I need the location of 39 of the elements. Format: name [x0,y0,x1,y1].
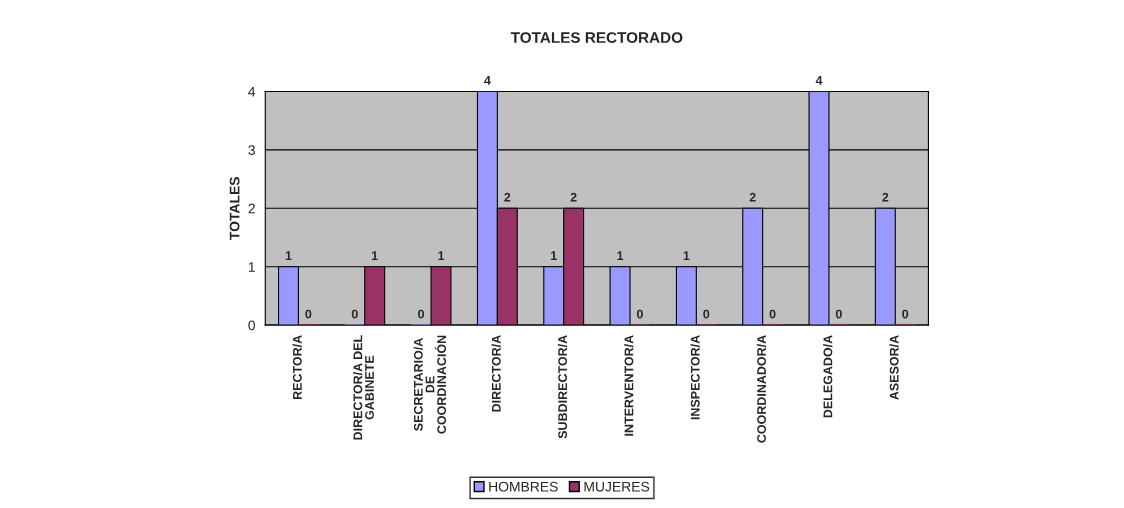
data-label: 1 [438,251,445,260]
data-label: 0 [636,309,643,319]
data-label: 4 [484,76,491,85]
data-label: 0 [418,309,425,319]
x-tick-label: SUBDIRECTOR/A [557,335,568,439]
x-tick-label: ASESOR/A [889,335,899,400]
x-tick-label: DELEGADO/A [823,335,833,418]
data-label: 2 [504,192,511,202]
data-label: 1 [285,251,292,260]
y-tick-label: 0 [248,320,255,331]
legend-label: HOMBRES [489,481,558,492]
legend-label: MUJERES [584,481,650,492]
y-tick-label: 3 [248,145,255,156]
y-tick-label: 2 [248,203,255,214]
data-label: 2 [882,192,889,202]
x-tick-label: RECTOR/A [292,335,302,400]
data-label: 1 [551,251,557,260]
x-tick-label: COORDINADOR/A [756,335,767,443]
data-label: 0 [703,309,710,319]
data-label: 2 [570,192,577,202]
x-tick-label: INTERVENTOR/A [624,335,634,436]
x-tick-label: DIRECTOR/A DEL GABINETE [353,335,374,440]
data-label: 0 [769,309,776,319]
data-label: 0 [351,309,358,319]
x-tick-label: DIRECTOR/A [491,335,501,412]
data-label: 0 [902,309,909,319]
data-label: 1 [683,251,690,260]
data-label: 4 [815,76,823,85]
data-label: 1 [372,251,378,260]
data-label: 0 [305,309,312,319]
y-axis-title: TOTALES [229,177,240,240]
data-label: 0 [835,309,842,319]
data-label: 2 [749,192,756,202]
y-tick-label: 1 [248,262,255,272]
chart-title: TOTALES RECTORADO [510,32,683,43]
x-tick-label: INSPECTOR/A [690,335,700,420]
data-label: 1 [617,251,624,260]
x-tick-label: SECRETARIO/A DE COORDINACIÓN [413,335,447,434]
y-tick-label: 4 [248,86,256,97]
